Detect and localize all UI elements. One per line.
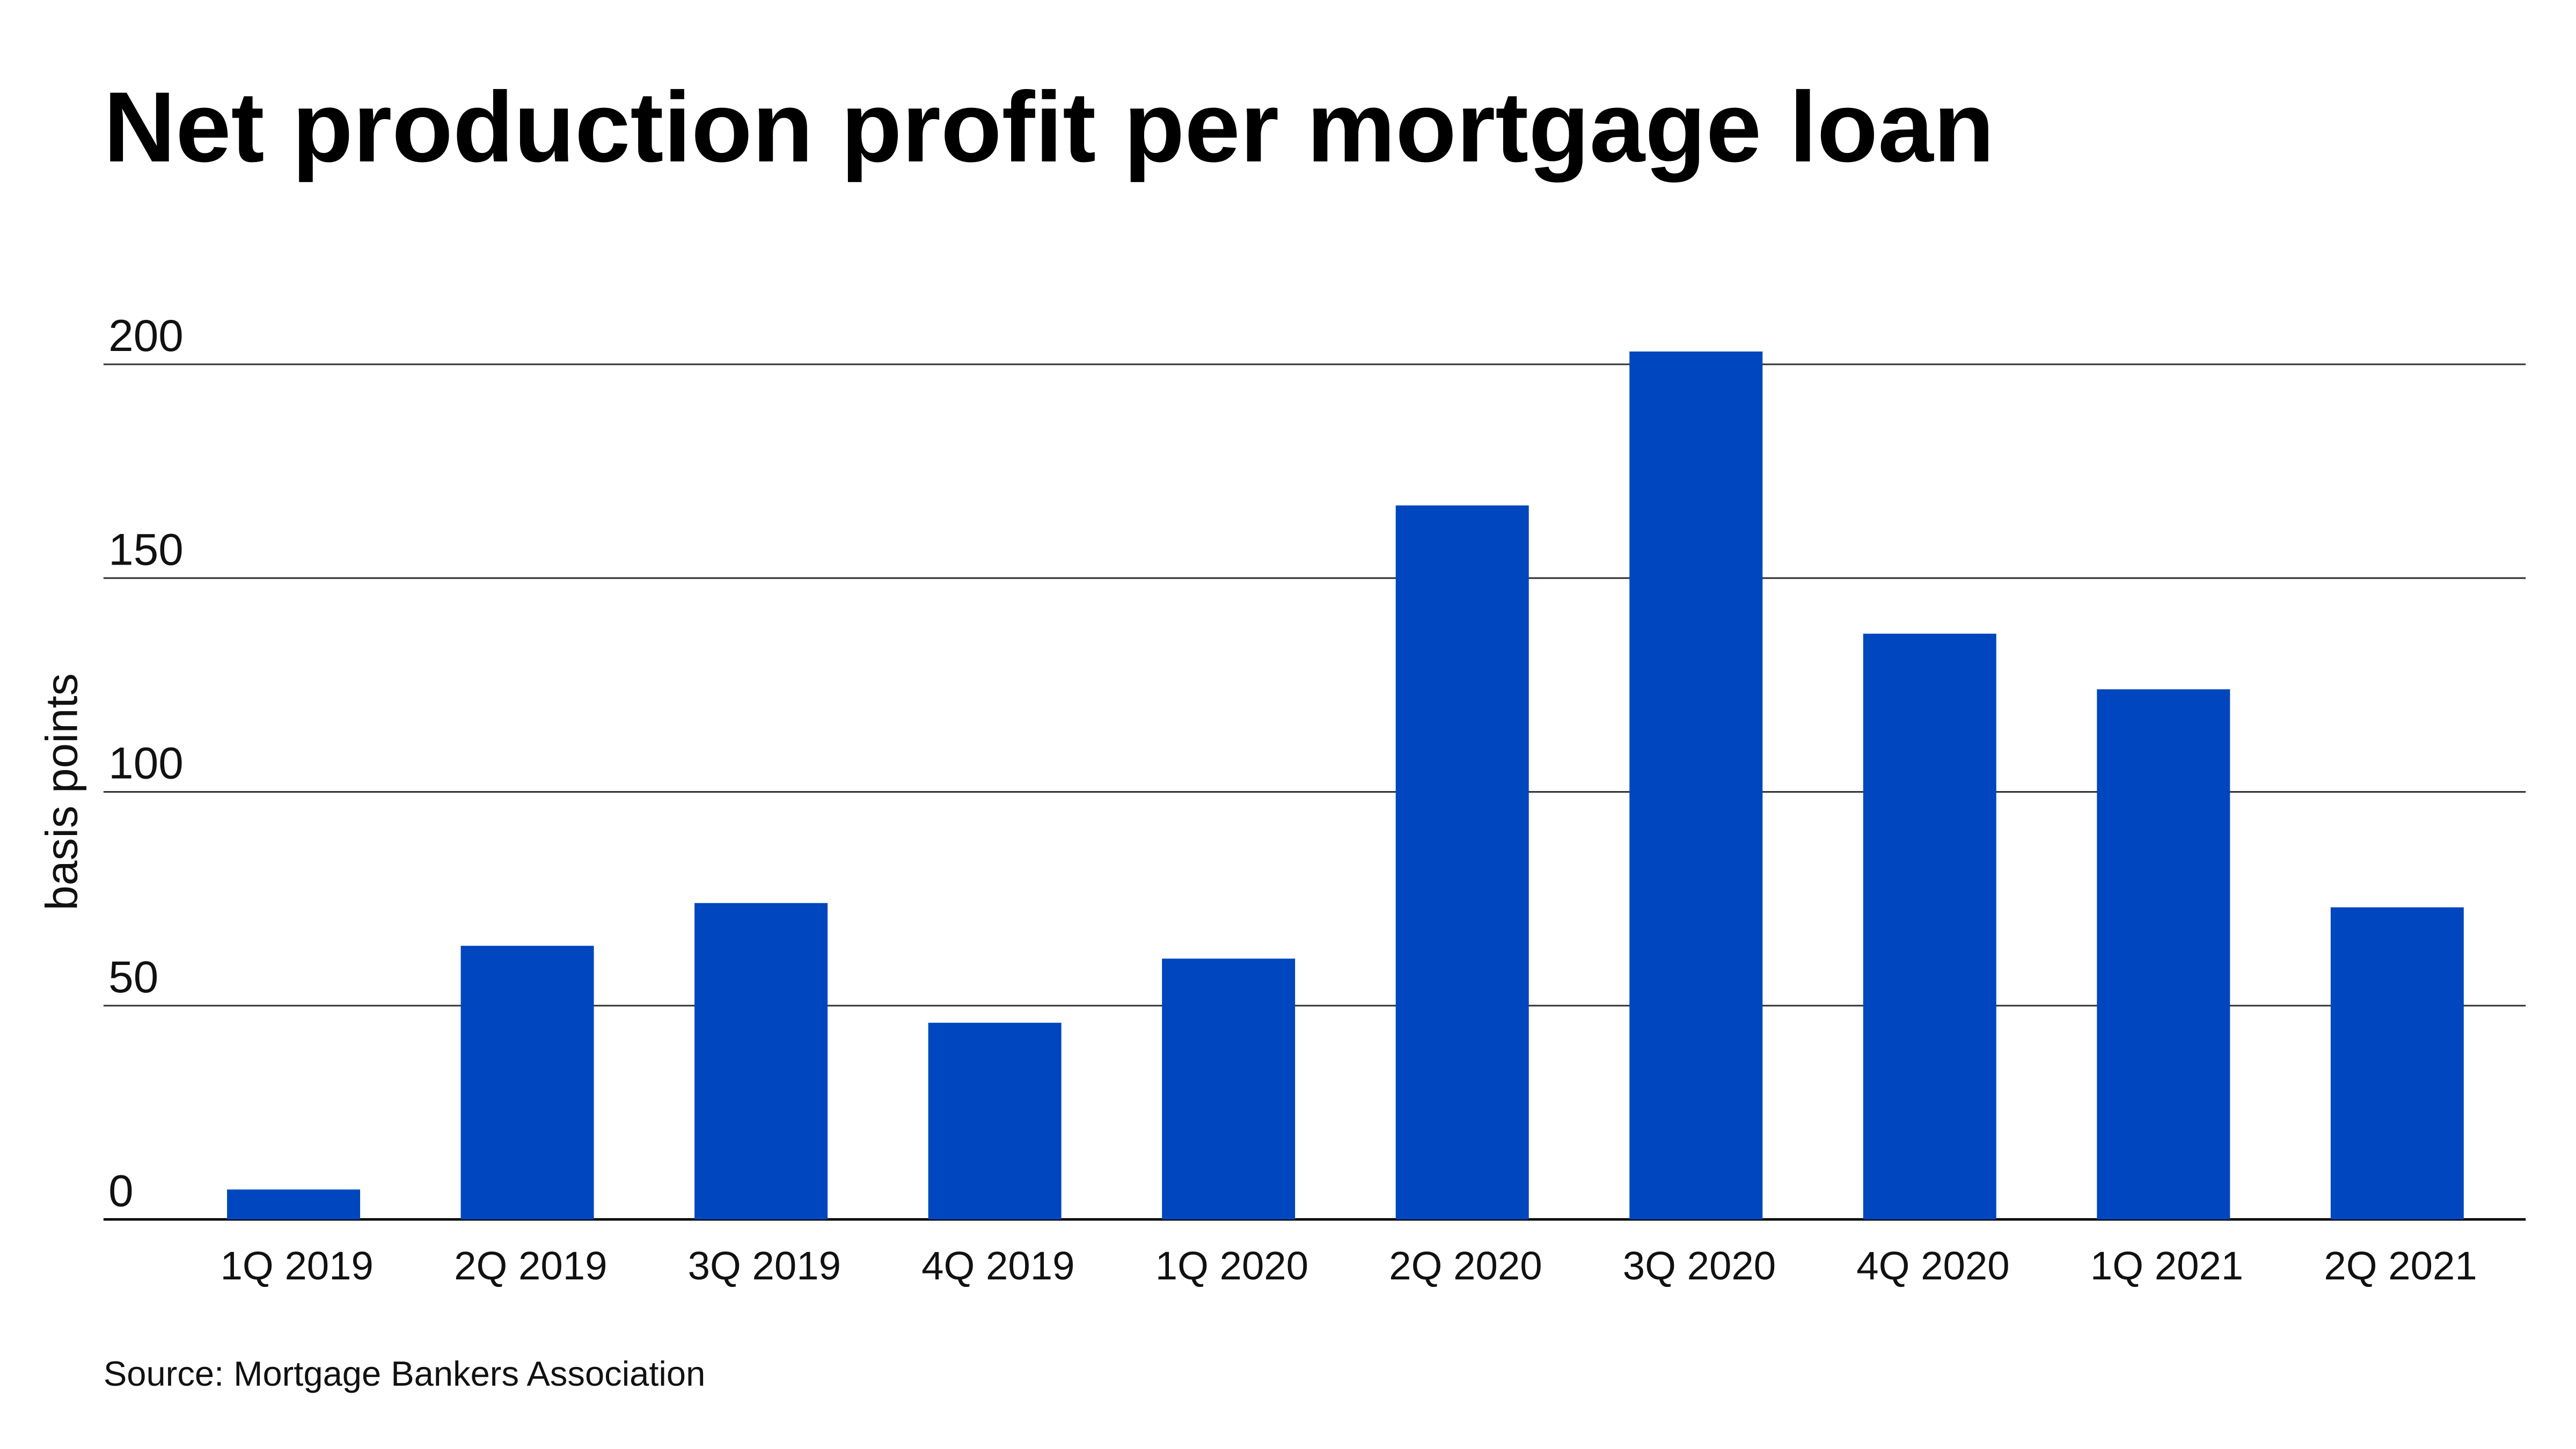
y-axis-label: basis points: [36, 674, 86, 911]
bar: [1863, 633, 1996, 1220]
x-tick-label: 2Q 2021: [2324, 1243, 2477, 1288]
bar: [1395, 505, 1529, 1220]
x-tick-label: 2Q 2019: [454, 1243, 607, 1288]
x-tick-label: 3Q 2019: [688, 1243, 841, 1288]
y-tick-label: 150: [108, 524, 184, 574]
source-note: Source: Mortgage Bankers Association: [104, 1354, 705, 1393]
bar: [1629, 351, 1763, 1220]
x-tick-label: 1Q 2021: [2090, 1243, 2243, 1288]
y-tick-label: 50: [108, 952, 158, 1002]
x-tick-label: 1Q 2019: [221, 1243, 374, 1288]
x-tick-label: 4Q 2019: [921, 1243, 1074, 1288]
x-tick-label: 3Q 2020: [1623, 1243, 1776, 1288]
y-tick-label: 100: [108, 738, 184, 788]
bar: [460, 946, 594, 1220]
chart-title: Net production profit per mortgage loan: [104, 72, 1994, 183]
x-tick-label: 1Q 2020: [1155, 1243, 1308, 1288]
bar: [2330, 907, 2464, 1220]
bar: [928, 1022, 1062, 1220]
y-tick-label: 0: [108, 1165, 134, 1216]
bar: [1162, 958, 1296, 1220]
y-tick-label: 200: [108, 310, 184, 361]
x-tick-label: 2Q 2020: [1389, 1243, 1542, 1288]
bar: [694, 903, 828, 1220]
bar: [2097, 689, 2230, 1220]
bar: [227, 1189, 361, 1220]
x-tick-label: 4Q 2020: [1856, 1243, 2009, 1288]
